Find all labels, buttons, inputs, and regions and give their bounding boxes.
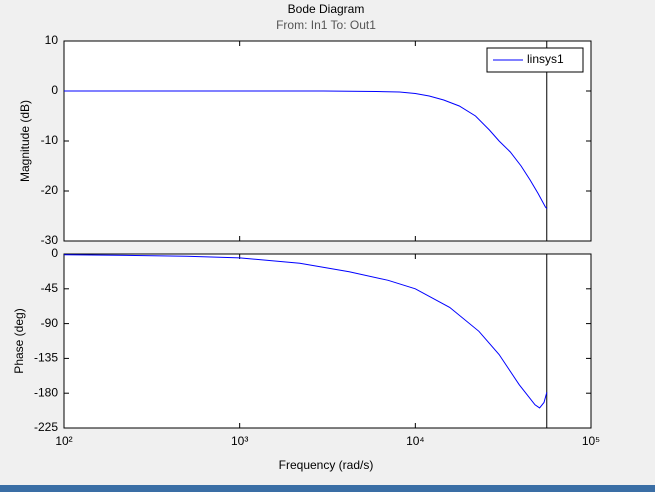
taskbar xyxy=(0,485,655,492)
chart-subtitle: From: In1 To: Out1 xyxy=(276,18,376,32)
series-line xyxy=(63,254,548,409)
x-tick-label: 10⁵ xyxy=(582,434,600,448)
x-tick-label: 10² xyxy=(55,434,72,448)
y-tick-label: 0 xyxy=(51,246,58,260)
y-tick-label: 0 xyxy=(51,83,58,97)
x-tick-label: 10³ xyxy=(231,434,248,448)
y-tick-label: -90 xyxy=(41,316,59,330)
y-tick-label: -180 xyxy=(34,385,58,399)
series-line xyxy=(64,90,548,209)
plot-area xyxy=(63,40,592,242)
y-tick-label: -30 xyxy=(41,233,59,247)
y-axis-label: Phase (deg) xyxy=(12,308,26,373)
plot-area xyxy=(63,253,592,429)
legend-label: linsys1 xyxy=(527,52,564,66)
chart-title: Bode Diagram xyxy=(288,2,365,16)
y-tick-label: -135 xyxy=(34,351,58,365)
x-axis-label: Frequency (rad/s) xyxy=(279,458,374,472)
y-tick-label: -225 xyxy=(34,420,58,434)
legend-box xyxy=(486,47,584,73)
y-tick-label: 10 xyxy=(45,33,59,47)
y-axis-label: Magnitude (dB) xyxy=(18,100,32,182)
y-tick-label: -10 xyxy=(41,133,59,147)
y-tick-label: -45 xyxy=(41,281,59,295)
x-tick-label: 10⁴ xyxy=(406,434,425,448)
y-tick-label: -20 xyxy=(41,183,59,197)
